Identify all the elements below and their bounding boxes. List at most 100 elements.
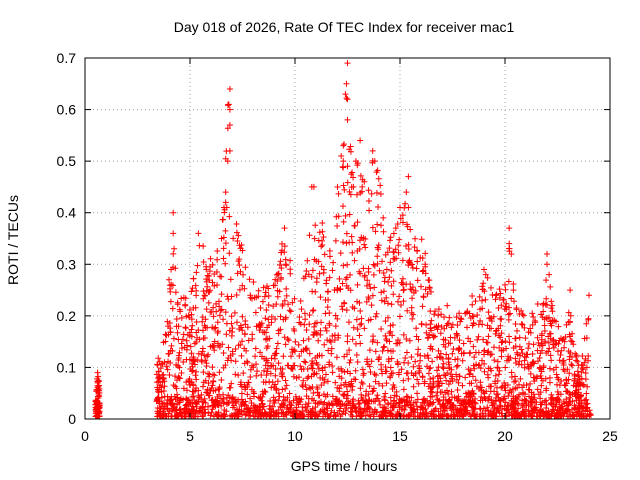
data-point: [255, 293, 262, 300]
data-point: [549, 308, 556, 315]
data-point: [263, 355, 270, 362]
data-point: [343, 95, 350, 102]
data-point: [176, 364, 183, 371]
data-point: [508, 295, 515, 302]
data-point: [320, 234, 327, 241]
data-point: [316, 410, 323, 417]
data-point: [538, 401, 545, 408]
x-tick-label: 5: [186, 428, 194, 444]
data-point: [259, 406, 266, 413]
data-point: [454, 362, 461, 369]
data-point: [484, 274, 491, 281]
data-point: [480, 336, 487, 343]
data-point: [387, 348, 394, 355]
data-point: [228, 380, 235, 387]
data-point: [275, 327, 282, 334]
data-point: [409, 284, 416, 291]
data-point: [530, 314, 537, 321]
data-point: [448, 388, 455, 395]
data-point: [565, 406, 572, 413]
data-point: [201, 352, 208, 359]
data-point: [247, 395, 254, 402]
data-point: [313, 330, 320, 337]
data-point: [212, 397, 219, 404]
data-point: [526, 340, 533, 347]
data-point: [189, 322, 196, 329]
data-point: [470, 320, 477, 327]
data-point: [414, 396, 421, 403]
data-point: [273, 271, 280, 278]
data-point: [236, 326, 243, 333]
data-point: [558, 378, 565, 385]
data-point: [477, 365, 484, 372]
data-point: [372, 228, 379, 235]
data-point: [484, 404, 491, 411]
data-point: [543, 387, 550, 394]
data-point: [198, 391, 205, 398]
data-point: [358, 234, 365, 241]
data-point: [566, 318, 573, 325]
data-point: [297, 297, 304, 304]
data-point: [520, 390, 527, 397]
data-point: [463, 309, 470, 316]
data-point: [422, 286, 429, 293]
data-point: [405, 173, 412, 180]
data-point: [206, 373, 213, 380]
data-point: [225, 392, 232, 399]
data-point: [469, 398, 476, 405]
data-point: [340, 262, 347, 269]
data-point: [404, 307, 411, 314]
data-point: [353, 191, 360, 198]
data-point: [192, 304, 199, 311]
data-point: [214, 412, 221, 419]
data-point: [554, 381, 561, 388]
data-point: [495, 325, 502, 332]
data-point: [167, 328, 174, 335]
data-point: [436, 353, 443, 360]
data-point: [403, 349, 410, 356]
data-point: [408, 394, 415, 401]
data-point: [387, 400, 394, 407]
data-point: [344, 261, 351, 268]
data-point: [448, 407, 455, 414]
data-point: [479, 283, 486, 290]
data-point: [504, 402, 511, 409]
data-point: [352, 367, 359, 374]
data-point: [477, 397, 484, 404]
data-point: [379, 348, 386, 355]
data-point: [425, 355, 432, 362]
data-point: [381, 274, 388, 281]
data-point: [399, 212, 406, 219]
data-point: [532, 319, 539, 326]
data-point: [500, 296, 507, 303]
data-point: [568, 337, 575, 344]
data-point: [228, 412, 235, 419]
data-point: [210, 371, 217, 378]
data-point: [399, 257, 406, 264]
data-point: [255, 287, 262, 294]
data-point: [539, 410, 546, 417]
data-point: [387, 259, 394, 266]
data-point: [247, 294, 254, 301]
data-point: [292, 338, 299, 345]
data-point: [304, 365, 311, 372]
data-point: [272, 365, 279, 372]
data-point: [539, 377, 546, 384]
data-point: [445, 381, 452, 388]
data-point: [443, 351, 450, 358]
data-point: [338, 303, 345, 310]
data-point: [194, 262, 201, 269]
data-point: [180, 331, 187, 338]
data-point: [318, 263, 325, 270]
data-point: [488, 315, 495, 322]
data-point: [265, 301, 272, 308]
data-point: [306, 311, 313, 318]
data-point: [404, 223, 411, 230]
data-point: [529, 350, 536, 357]
data-point: [384, 249, 391, 256]
data-point: [481, 360, 488, 367]
data-point: [390, 230, 397, 237]
data-point: [199, 314, 206, 321]
data-point: [223, 408, 230, 415]
data-point: [328, 345, 335, 352]
